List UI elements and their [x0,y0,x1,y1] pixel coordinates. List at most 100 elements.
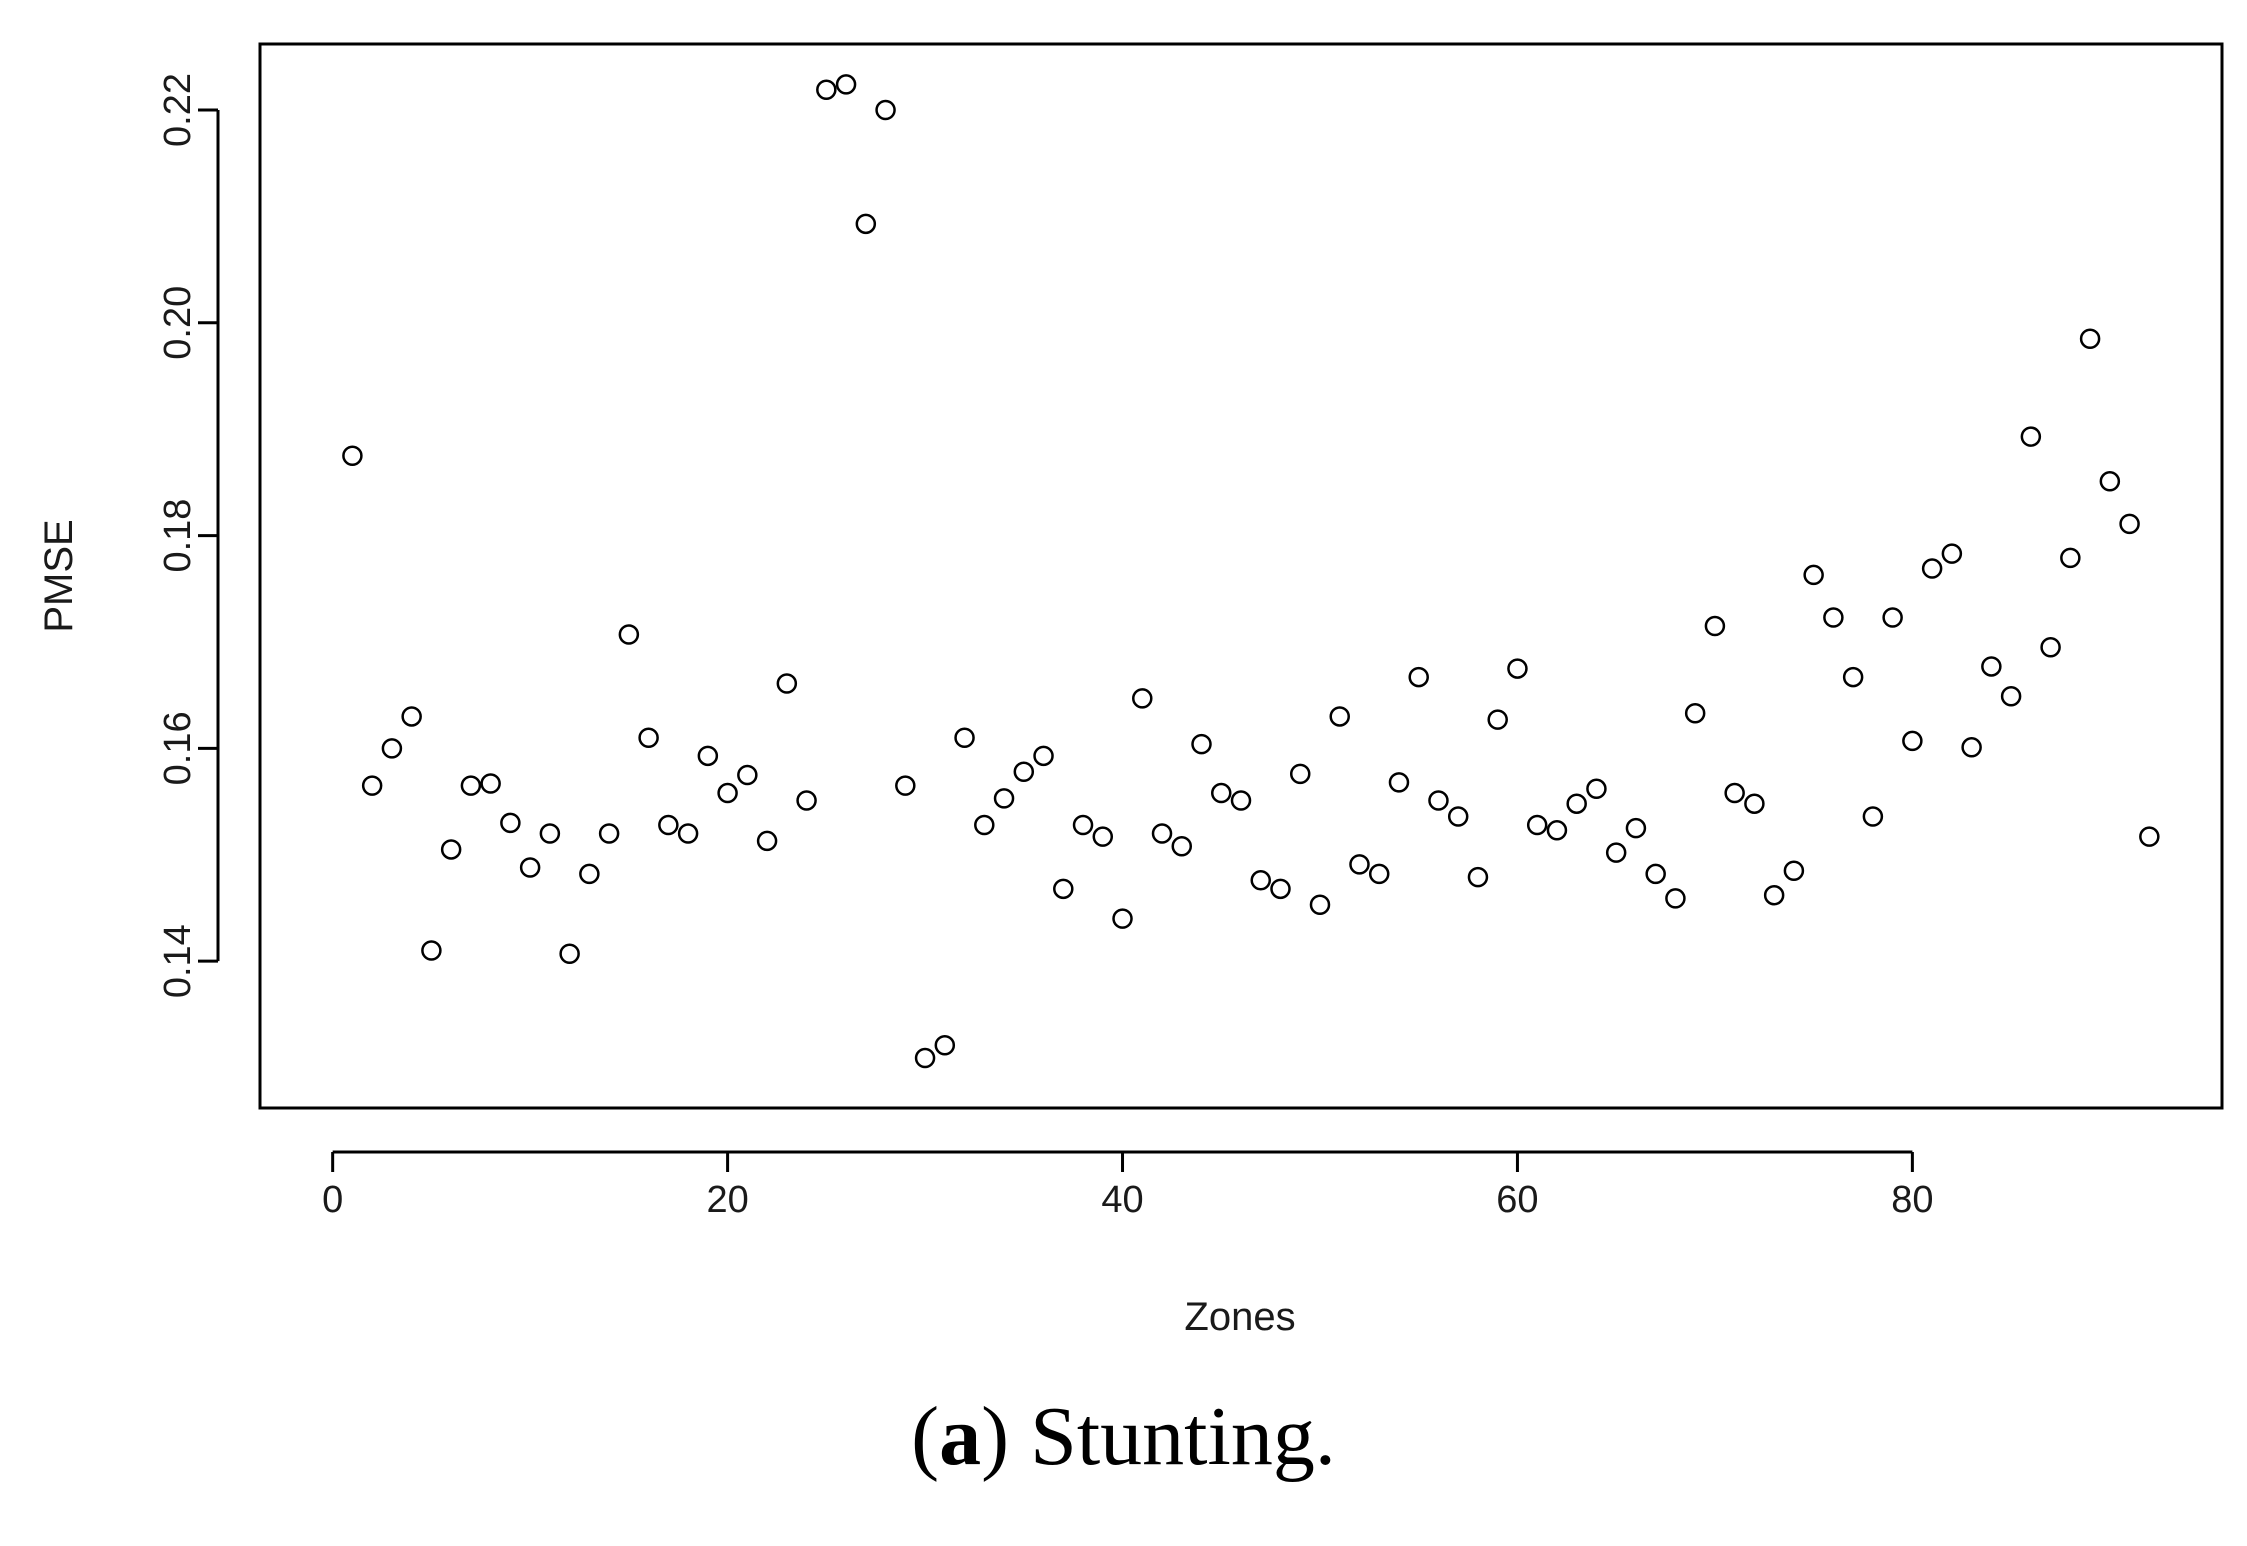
data-point [559,943,580,964]
data-point [1132,688,1153,709]
data-point [677,823,699,844]
data-point [993,788,1015,809]
data-point [1961,737,1982,758]
data-point [361,775,383,796]
y-tick-label: 0.16 [157,711,199,785]
data-point [895,775,916,796]
data-point [1033,745,1054,767]
data-point [954,727,975,748]
data-points [342,74,2160,1069]
data-point [1211,782,1232,804]
data-point [460,775,482,796]
data-point [1428,790,1449,811]
data-point [539,823,561,844]
data-point [658,814,679,836]
data-point [697,745,719,767]
data-point [1507,658,1528,679]
data-point [1862,806,1884,827]
plot-frame [258,42,2224,1110]
data-point [1803,564,1824,586]
x-tick-label: 40 [1101,1179,1143,1221]
data-point [776,673,798,694]
data-point [1013,761,1035,783]
data-point [1408,666,1429,688]
data-point [914,1047,936,1069]
data-point [1289,763,1311,785]
y-tick-label: 0.20 [157,286,199,360]
data-point [1112,908,1133,929]
x-tick-label: 20 [706,1179,748,1221]
data-point [1171,836,1193,857]
data-point [974,814,995,836]
data-point [934,1034,956,1056]
data-point [1526,814,1548,836]
data-point [816,79,837,101]
data-point [1092,826,1114,847]
data-point [2079,328,2101,349]
y-tick-label: 0.18 [157,499,199,573]
data-point [1309,894,1331,916]
data-point [1388,772,1410,793]
data-point [1625,817,1647,839]
data-point [2139,826,2160,847]
data-point [796,790,817,811]
data-point [2099,471,2121,492]
x-tick-label: 0 [322,1179,343,1221]
data-point [2040,637,2061,658]
data-point [1744,793,1765,814]
data-point [1921,558,1943,579]
data-point [1329,706,1350,727]
data-point [1645,863,1666,885]
x-tick-label: 80 [1891,1179,1933,1221]
data-point [1566,793,1587,814]
data-point [1447,806,1469,827]
data-point [1605,842,1627,863]
data-point [1546,820,1568,841]
data-point [835,74,857,95]
figure-caption: (a) Stunting. [0,1388,2247,1485]
data-point [737,764,758,786]
data-point [618,624,640,645]
data-point [401,706,422,727]
data-point [1684,703,1706,724]
data-point [500,812,521,834]
data-point [1586,778,1607,800]
data-point [1487,709,1508,730]
y-tick-label: 0.14 [157,924,199,998]
data-point [1250,870,1271,891]
data-point [1349,854,1370,875]
x-tick-label: 60 [1496,1179,1538,1221]
data-point [2119,513,2140,535]
caption-open-paren: ( [911,1390,940,1483]
data-point [440,839,462,860]
data-point [717,782,738,804]
data-point [2060,547,2081,569]
data-point [342,445,363,467]
data-point [519,857,541,878]
y-tick-label: 0.22 [157,73,199,147]
data-point [855,213,877,235]
data-point [381,738,403,759]
y-axis: 0.14 0.16 0.18 0.20 0.22 [157,73,220,998]
data-point [1763,884,1785,906]
x-axis-title: Zones [1184,1295,1295,1339]
data-point [1053,878,1074,900]
data-point [1902,730,1923,752]
data-point [2000,685,2022,707]
y-axis-title: PMSE [37,519,81,632]
data-point [1072,814,1094,836]
data-point [1783,860,1805,881]
data-point [638,727,659,748]
data-point [756,830,778,852]
data-point [1191,733,1212,755]
caption-letter: a [939,1390,982,1483]
data-point [1823,607,1844,628]
data-point [875,99,896,121]
data-point [579,863,600,885]
caption-close-paren: ) [981,1390,1010,1483]
data-point [1941,543,1963,564]
data-point [421,940,442,961]
data-point [598,823,620,844]
data-point [1230,790,1252,811]
